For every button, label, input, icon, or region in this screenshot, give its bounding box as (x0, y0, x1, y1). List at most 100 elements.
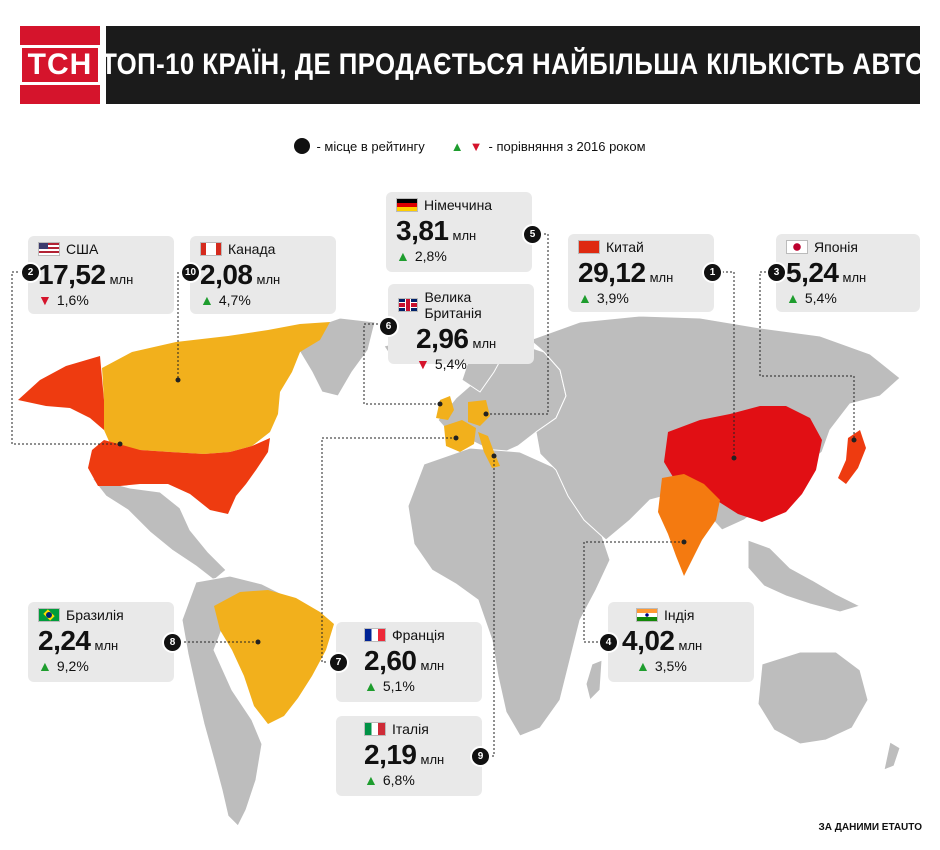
country-name: Велика Британія (424, 289, 482, 321)
unit: млн (420, 752, 445, 767)
fr-flag-icon (364, 628, 386, 642)
country-name: Канада (228, 241, 276, 257)
change-value: 5,1% (382, 678, 415, 694)
card-germany: Німеччина 3,81 млн ▲ 2,8% (386, 192, 532, 272)
source-note: ЗА ДАНИМИ ETAUTO (818, 822, 922, 833)
unit: млн (109, 272, 134, 287)
unit: млн (649, 270, 674, 285)
arrow-up-icon: ▲ (636, 658, 650, 674)
arrow-up-icon: ▲ (450, 138, 464, 154)
card-france: Франція 2,60 млн ▲ 5,1% (336, 622, 482, 702)
card-usa: США 17,52 млн ▼ 1,6% (28, 236, 174, 314)
alaska-shape (18, 356, 104, 430)
india-shape (658, 474, 720, 576)
arrow-up-icon: ▲ (200, 292, 214, 308)
rank-badge-china: 1 (702, 262, 723, 283)
de-flag-icon (396, 198, 418, 212)
country-name: Китай (606, 239, 644, 255)
unit: млн (678, 638, 703, 653)
arrow-down-icon: ▼ (416, 356, 430, 372)
germany-shape (468, 400, 490, 426)
unit: млн (842, 270, 867, 285)
japan-shape (838, 430, 866, 484)
card-brazil: Бразилія 2,24 млн ▲ 9,2% (28, 602, 174, 682)
rank-badge-canada: 10 (180, 262, 201, 283)
connector-uk (363, 323, 440, 405)
sales-value: 29,12 (578, 257, 646, 288)
rank-badge-usa: 2 (20, 262, 41, 283)
country-name: США (66, 241, 99, 257)
arrow-up-icon: ▲ (786, 290, 800, 306)
connector-china (722, 271, 735, 458)
arrow-up-icon: ▲ (364, 772, 378, 788)
country-name: Німеччина (424, 197, 493, 213)
card-india: Індія 4,02 млн ▲ 3,5% (608, 602, 754, 682)
change-value: 4,7% (218, 292, 251, 308)
ca-flag-icon (200, 242, 222, 256)
sales-value: 17,52 (38, 259, 106, 290)
arrow-up-icon: ▲ (364, 678, 378, 694)
new-zealand-shape (883, 741, 901, 771)
unit: млн (452, 228, 477, 243)
logo-text: ТСН (18, 45, 102, 85)
us-flag-icon (38, 242, 60, 256)
legend-compare-label: - порівняння з 2016 роком (488, 138, 646, 154)
arrow-up-icon: ▲ (396, 248, 410, 264)
rank-badge-germany: 5 (522, 224, 543, 245)
usa-shape (88, 438, 270, 514)
rank-badge-japan: 3 (766, 262, 787, 283)
connector-france (321, 437, 456, 663)
sales-value: 5,24 (786, 257, 839, 288)
connector-india (583, 541, 684, 643)
connector-japan (759, 271, 855, 440)
tsn-logo: ТСН (18, 26, 102, 104)
sales-value: 2,19 (364, 739, 417, 770)
change-value: 9,2% (56, 658, 89, 674)
connector-usa (11, 271, 120, 445)
sales-value: 2,60 (364, 645, 417, 676)
sales-value: 4,02 (622, 625, 675, 656)
change-value: 3,5% (654, 658, 687, 674)
it-flag-icon (364, 722, 386, 736)
brazil-shape (214, 590, 334, 724)
change-value: 3,9% (596, 290, 629, 306)
gb-flag-icon (398, 298, 419, 312)
rank-badge-uk: 6 (378, 316, 399, 337)
br-flag-icon (38, 608, 60, 622)
jp-flag-icon (786, 240, 808, 254)
canada-shape (102, 322, 330, 454)
country-name: Індія (664, 607, 695, 623)
country-name: Італія (392, 721, 429, 737)
arrow-down-icon: ▼ (469, 138, 483, 154)
arrow-up-icon: ▲ (38, 658, 52, 674)
australia-shape (757, 651, 869, 745)
country-name: Франція (392, 627, 445, 643)
in-flag-icon (636, 608, 658, 622)
card-china: Китай 29,12 млн ▲ 3,9% (568, 234, 714, 312)
unit: млн (256, 272, 281, 287)
southeast-asia-shape (747, 539, 862, 613)
sales-value: 2,08 (200, 259, 253, 290)
rank-dot-icon (294, 138, 311, 154)
cn-flag-icon (578, 240, 600, 254)
change-value: 5,4% (804, 290, 837, 306)
page-title: ТОП-10 КРАЇН, ДЕ ПРОДАЄТЬСЯ НАЙБІЛЬША КІ… (100, 48, 926, 81)
legend-rank-label: - місце в рейтингу (316, 138, 425, 154)
unit: млн (472, 336, 497, 351)
sales-value: 3,81 (396, 215, 449, 246)
arrow-up-icon: ▲ (578, 290, 592, 306)
title-bar: ТОП-10 КРАЇН, ДЕ ПРОДАЄТЬСЯ НАЙБІЛЬША КІ… (101, 26, 925, 104)
legend: - місце в рейтингу ▲ ▼ - порівняння з 20… (0, 138, 940, 154)
change-value: 6,8% (382, 772, 415, 788)
arrow-down-icon: ▼ (38, 292, 52, 308)
unit: млн (94, 638, 119, 653)
change-value: 5,4% (434, 356, 467, 372)
country-name: Японія (814, 239, 858, 255)
mexico-shape (90, 477, 227, 581)
card-italy: Італія 2,19 млн ▲ 6,8% (336, 716, 482, 796)
rank-badge-brazil: 8 (162, 632, 183, 653)
sales-value: 2,96 (416, 323, 469, 354)
rank-badge-italy: 9 (470, 746, 491, 767)
rank-badge-france: 7 (328, 652, 349, 673)
card-canada: Канада 2,08 млн ▲ 4,7% (190, 236, 336, 314)
